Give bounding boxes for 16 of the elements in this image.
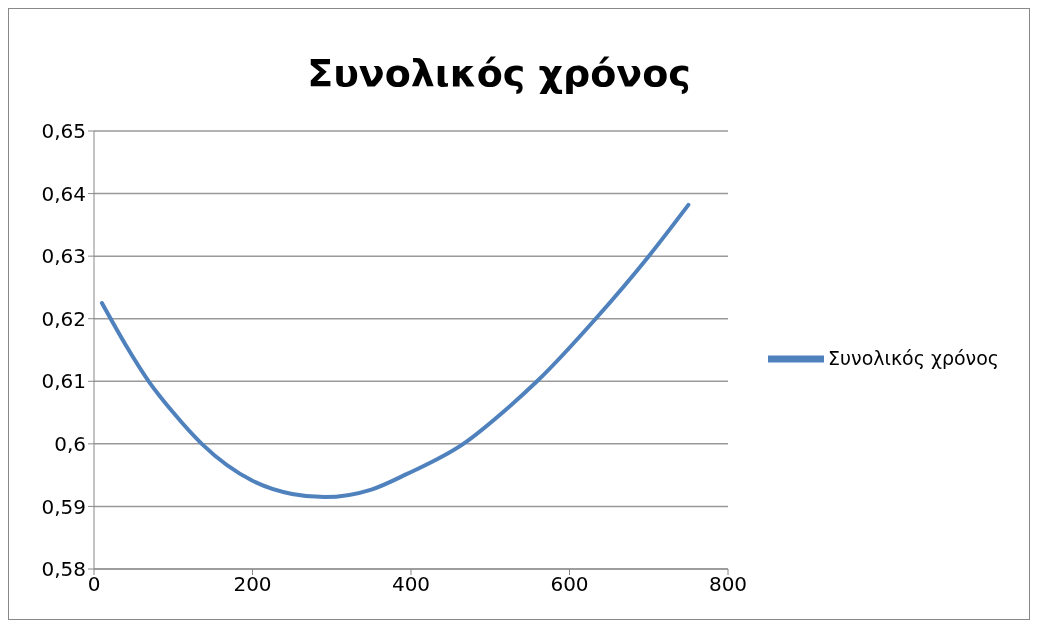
x-tick-label: 600 xyxy=(550,572,589,597)
y-tick-label: 0,6 xyxy=(54,431,86,456)
y-tick-label: 0,64 xyxy=(41,181,86,206)
x-tick-label: 200 xyxy=(233,572,272,597)
x-tick-label: 0 xyxy=(87,572,101,597)
y-tick-label: 0,63 xyxy=(41,244,86,269)
y-tick-label: 0,65 xyxy=(41,119,86,144)
x-tick-label: 400 xyxy=(391,572,431,597)
legend-label: Συνολικός χρόνος xyxy=(828,346,999,369)
y-tick-label: 0,61 xyxy=(41,369,86,394)
chart-title: Συνολικός χρόνος xyxy=(306,50,692,97)
line-series xyxy=(99,202,691,500)
y-tick-label: 0,62 xyxy=(41,306,86,331)
y-tick-label: 0,58 xyxy=(41,557,86,582)
x-tick-label: 800 xyxy=(708,572,748,597)
y-tick-label: 0,59 xyxy=(41,494,86,519)
